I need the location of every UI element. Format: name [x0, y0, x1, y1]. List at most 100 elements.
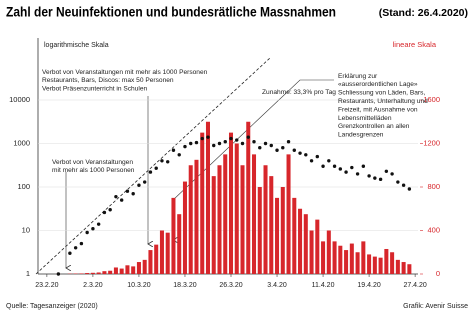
annotation: Restaurants, Unterhaltung und: [338, 98, 428, 105]
annotation: «ausserordentlichen Lage»: [338, 81, 418, 88]
bar: [177, 214, 181, 274]
dot: [97, 222, 100, 225]
annotation: Lebensmittelläden: [338, 115, 392, 122]
bar: [143, 260, 147, 274]
bar: [223, 154, 227, 274]
bar: [327, 231, 331, 275]
source: Quelle: Tagesanzeiger (2020): [6, 303, 98, 310]
bar: [189, 165, 193, 274]
bar: [137, 262, 141, 274]
dot: [258, 146, 261, 149]
bar: [379, 258, 383, 274]
dot: [137, 183, 140, 186]
y-axis-label: logarithmische Skala: [44, 42, 109, 49]
bar: [275, 198, 279, 274]
bar: [252, 154, 256, 274]
annotation: Restaurants, Bars, Discos: max 50 Person…: [42, 77, 174, 84]
bar: [91, 273, 95, 274]
dot: [183, 145, 186, 148]
x-tick-label: 26.3.20: [219, 282, 242, 289]
dot: [350, 166, 353, 169]
bar: [390, 252, 394, 274]
annotation: Freizeit, mit Ausnahme von: [338, 106, 418, 113]
bar: [212, 176, 216, 274]
dot: [103, 211, 106, 214]
annotation: Zunahme: 33,3% pro Tag: [262, 89, 336, 96]
dot: [178, 153, 181, 156]
bar: [120, 269, 124, 274]
x-tick-label: 19.4.20: [357, 282, 380, 289]
bar: [194, 160, 198, 274]
bar: [367, 254, 371, 274]
bar: [258, 187, 262, 274]
dot: [235, 138, 238, 141]
dot: [206, 135, 209, 138]
dot: [74, 246, 77, 249]
x-tick-label: 2.3.20: [83, 282, 103, 289]
dot: [362, 165, 365, 168]
bar: [321, 241, 325, 274]
x-tick-label: 18.3.20: [173, 282, 196, 289]
bar: [154, 245, 158, 274]
dot: [212, 144, 215, 147]
bar: [160, 231, 164, 275]
dot: [379, 178, 382, 181]
dot: [275, 149, 278, 152]
bar: [264, 165, 268, 274]
dot: [316, 155, 319, 158]
bar: [217, 165, 221, 274]
bar: [166, 233, 170, 274]
dot: [333, 165, 336, 168]
dot: [264, 142, 267, 145]
bar: [281, 187, 285, 274]
bar: [171, 198, 175, 274]
dot: [166, 160, 169, 163]
dot: [120, 198, 123, 201]
y-tick-label: 1000: [13, 138, 30, 147]
bar: [85, 273, 89, 274]
chart-subtitle: (Stand: 26.4.2020): [379, 7, 468, 19]
dot: [344, 170, 347, 173]
bar: [229, 133, 233, 274]
bar: [183, 182, 187, 274]
y2-tick-label: 800: [427, 182, 440, 191]
dot: [321, 165, 324, 168]
bar: [402, 262, 406, 274]
dot: [402, 183, 405, 186]
bar: [361, 241, 365, 274]
x-tick-label: 27.4.20: [403, 282, 426, 289]
dot: [126, 190, 129, 193]
bar: [384, 249, 388, 274]
bar: [102, 271, 106, 274]
dot: [310, 159, 313, 162]
dot: [189, 142, 192, 145]
bar: [235, 144, 239, 275]
bar: [97, 272, 101, 274]
dot: [108, 208, 111, 211]
y-tick-label: 10: [22, 225, 30, 234]
bar: [292, 198, 296, 274]
bar: [315, 220, 319, 274]
dot: [195, 141, 198, 144]
credit: Grafik: Avenir Suisse: [403, 303, 468, 310]
bar: [200, 133, 204, 274]
dot: [241, 142, 244, 145]
bar: [356, 252, 360, 274]
bar: [304, 214, 308, 274]
annotation: Verbot von Veranstaltungen mit mehr als …: [42, 69, 208, 76]
dot: [57, 272, 60, 275]
bar: [79, 273, 83, 274]
annotation: Verbot Präsenzunterricht in Schulen: [42, 86, 148, 93]
dot: [356, 172, 359, 175]
dot: [339, 167, 342, 170]
bar: [114, 267, 118, 274]
dot: [172, 149, 175, 152]
dot: [287, 140, 290, 143]
x-tick-label: 10.3.20: [127, 282, 150, 289]
dot: [408, 187, 411, 190]
annotation: mit mehr als 1000 Personen: [52, 167, 135, 174]
dot: [247, 135, 250, 138]
bar: [338, 246, 342, 274]
